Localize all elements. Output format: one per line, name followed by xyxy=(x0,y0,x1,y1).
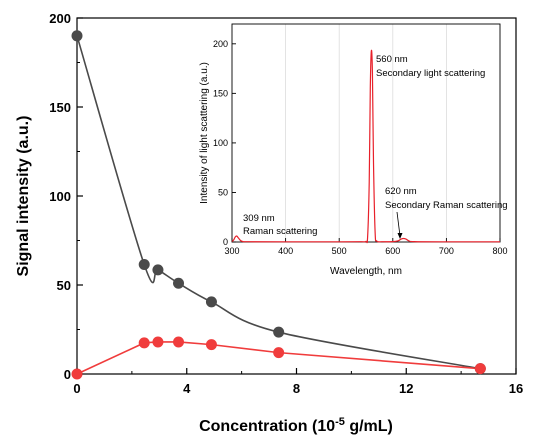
inset-y-tick-label: 100 xyxy=(213,138,228,148)
inset-y-tick-label: 150 xyxy=(213,88,228,98)
annotation-309-description: Raman scattering xyxy=(243,226,317,237)
main-xlabel-exponent: -5 xyxy=(335,416,345,428)
main-ylabel: Signal intensity (a.u.) xyxy=(15,116,32,277)
inset-x-tick-label: 800 xyxy=(492,246,507,256)
main-xlabel: Concentration (10-5 g/mL) xyxy=(199,416,393,435)
annotation-620-arrow xyxy=(396,211,403,239)
main-x-tick-label: 0 xyxy=(73,381,80,396)
inset-x-tick-label: 300 xyxy=(224,246,239,256)
main-series-1-point xyxy=(152,264,164,276)
inset-y-tick-label: 50 xyxy=(218,187,228,197)
annotation-560-description: Secondary light scattering xyxy=(376,68,485,79)
main-chart: 0 4 8 12 16 0 50 100 150 200 Signal intensity (a.… xyxy=(15,11,523,435)
main-series-2-point xyxy=(152,336,164,348)
main-series-1-point xyxy=(273,326,285,338)
main-series-2-point xyxy=(173,336,185,348)
main-series-1-point xyxy=(173,277,185,289)
main-x-tick-label: 16 xyxy=(509,381,523,396)
inset-plot-background xyxy=(232,24,500,242)
inset-x-tick-label: 400 xyxy=(278,246,293,256)
main-xlabel-unit: g/mL) xyxy=(345,418,393,435)
main-xlabel-text: Concentration (10 xyxy=(199,418,335,435)
main-y-tick-label: 50 xyxy=(57,278,71,293)
main-series-1-point xyxy=(205,296,217,308)
main-y-tick-label: 150 xyxy=(49,100,71,115)
annotation-620-wavelength: 620 nm xyxy=(385,186,417,197)
inset-ylabel: Intensity of light scattering (a.u.) xyxy=(199,62,210,204)
inset-ticks: 300 400 500 600 700 800 0 50 100 150 200 xyxy=(213,39,508,256)
main-series-1-point xyxy=(71,30,83,42)
main-series xyxy=(71,30,486,380)
main-x-tick-label: 8 xyxy=(293,381,300,396)
main-y-tick-label: 200 xyxy=(49,11,71,26)
inset-y-tick-label: 0 xyxy=(223,237,228,247)
main-series-2-point xyxy=(71,368,83,380)
main-x-tick-label: 12 xyxy=(399,381,413,396)
inset-series xyxy=(231,49,501,244)
main-series-1-point xyxy=(138,259,150,271)
inset-x-tick-label: 700 xyxy=(439,246,454,256)
annotation-309-wavelength: 309 nm xyxy=(243,213,275,224)
annotation-560-wavelength: 560 nm xyxy=(376,54,408,65)
inset-spectrum-line xyxy=(231,49,501,244)
annotation-620-description: Secondary Raman scattering xyxy=(385,200,508,211)
main-y-tick-label: 100 xyxy=(49,189,71,204)
inset-xlabel: Wavelength, nm xyxy=(330,266,402,277)
main-series-2-point xyxy=(474,363,486,375)
inset-chart: 300 400 500 600 700 800 0 50 100 150 200 Intensity… xyxy=(199,23,508,277)
inset-x-tick-label: 600 xyxy=(385,246,400,256)
main-y-tick-label: 0 xyxy=(64,367,71,382)
inset-grid xyxy=(285,24,447,242)
inset-x-tick-label: 500 xyxy=(332,246,347,256)
main-ticks: 0 4 8 12 16 0 50 100 150 200 xyxy=(49,11,523,396)
main-series-2-point xyxy=(138,337,150,349)
main-series-2-point xyxy=(273,347,285,359)
main-series-2-point xyxy=(205,339,217,351)
main-x-tick-label: 4 xyxy=(183,381,191,396)
inset-y-tick-label: 200 xyxy=(213,39,228,49)
